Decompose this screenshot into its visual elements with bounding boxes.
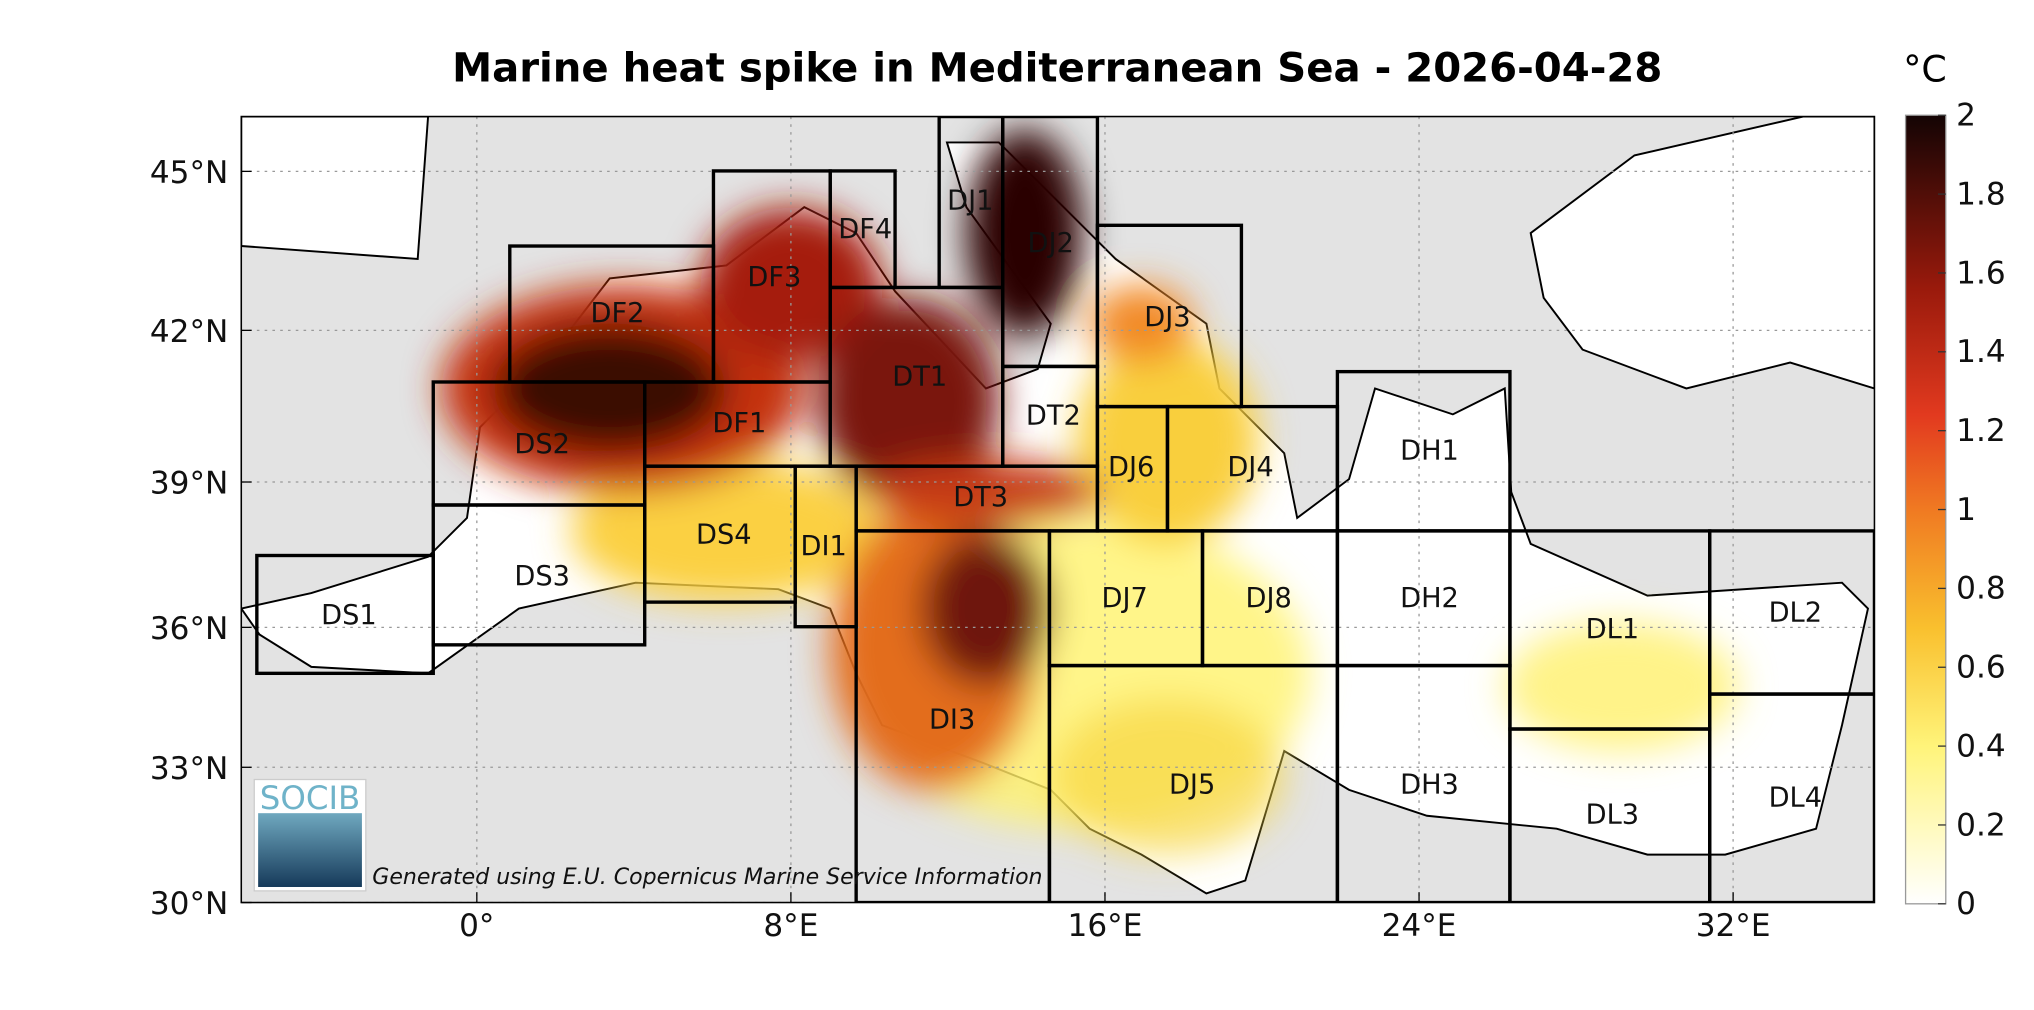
colorbar-tick-label: 0.6 [1956,650,2005,686]
colorbar-tick-label: 1.8 [1956,176,2005,212]
y-tick-label: 30°N [150,886,228,922]
region-label: DJ4 [1227,452,1273,483]
colorbar-tick-label: 0.8 [1956,571,2005,607]
colorbar-tick-label: 1.6 [1956,255,2005,291]
colorbar-tick-label: 2 [1956,98,1976,134]
heat-field [441,129,1739,855]
region-label: DF4 [838,214,892,245]
x-tick-label: 32°E [1696,908,1771,944]
region-label: DI1 [801,531,847,562]
region-label: DI3 [929,705,975,736]
colorbar-tick-label: 0.2 [1956,807,2005,843]
logo-text: SOCIB [260,779,361,817]
region-label: DT2 [1026,400,1081,431]
region-label: DH1 [1400,435,1459,466]
colorbar-tick-label: 0.4 [1956,728,2005,764]
region-boxes [255,116,1875,903]
region-label: DL1 [1586,614,1639,645]
region-label: DL3 [1586,799,1639,830]
colorbar-axis: 0 0.2 0.4 0.6 0.8 1 1.2 1.4 1.6 1.8 2 [1938,98,2006,922]
region-label: DJ3 [1144,302,1190,333]
region-label: DS3 [514,561,570,592]
region-label: DT3 [953,482,1008,513]
region-label: DS1 [321,600,377,631]
y-tick-label: 42°N [150,314,228,350]
colorbar-tick-label: 1 [1956,492,1976,528]
region-label: DF3 [747,262,801,293]
map-area: DS1 DS2 DS3 DS4 DF1 DF2 DF3 DF4 DI1 DI3 … [241,116,1875,903]
credit: Generated using E.U. Copernicus Marine S… [372,865,1042,890]
region-labels: DS1 DS2 DS3 DS4 DF1 DF2 DF3 DF4 DI1 DI3 … [321,186,1822,831]
region-box [1708,692,1875,903]
map-title: Marine heat spike in Mediterranean Sea -… [452,46,1662,92]
colorbar-tick-label: 1.4 [1956,334,2005,370]
x-tick-label: 8°E [763,908,818,944]
region-label: DJ6 [1108,452,1154,483]
y-tick-label: 39°N [150,466,228,502]
y-tick-label: 45°N [150,155,228,191]
plot-frame [240,115,1876,904]
region-label: DH2 [1400,583,1459,614]
grid [241,116,1875,903]
region-label: DJ8 [1245,583,1291,614]
region-label: DF1 [712,408,766,439]
logo: SOCIB [253,778,367,892]
colorbar-tick-label: 0 [1956,886,1976,922]
region-label: DJ2 [1028,228,1074,259]
y-tick-label: 36°N [150,611,228,647]
colorbar-unit: °C [1903,48,1947,91]
region-label: DL2 [1769,597,1822,628]
region-label: DJ7 [1102,583,1148,614]
region-label: DH3 [1400,770,1459,801]
axes: 0° 8°E 16°E 24°E 32°E 30°N 33°N 36°N 39°N 42°N 45°… [150,155,1771,944]
x-tick-label: 0° [459,908,494,944]
region-label: DS4 [696,520,752,551]
x-tick-label: 24°E [1382,908,1457,944]
region-label: DS2 [514,429,570,460]
region-label: DF2 [590,298,644,329]
region-label: DJ1 [947,186,993,217]
region-label: DT1 [892,362,947,393]
y-tick-label: 33°N [150,751,228,787]
logo-wave [258,813,362,887]
colorbar-tick-label: 1.2 [1956,413,2005,449]
x-tick-label: 16°E [1068,908,1143,944]
region-label: DL4 [1769,782,1822,813]
region-label: DJ5 [1169,770,1215,801]
